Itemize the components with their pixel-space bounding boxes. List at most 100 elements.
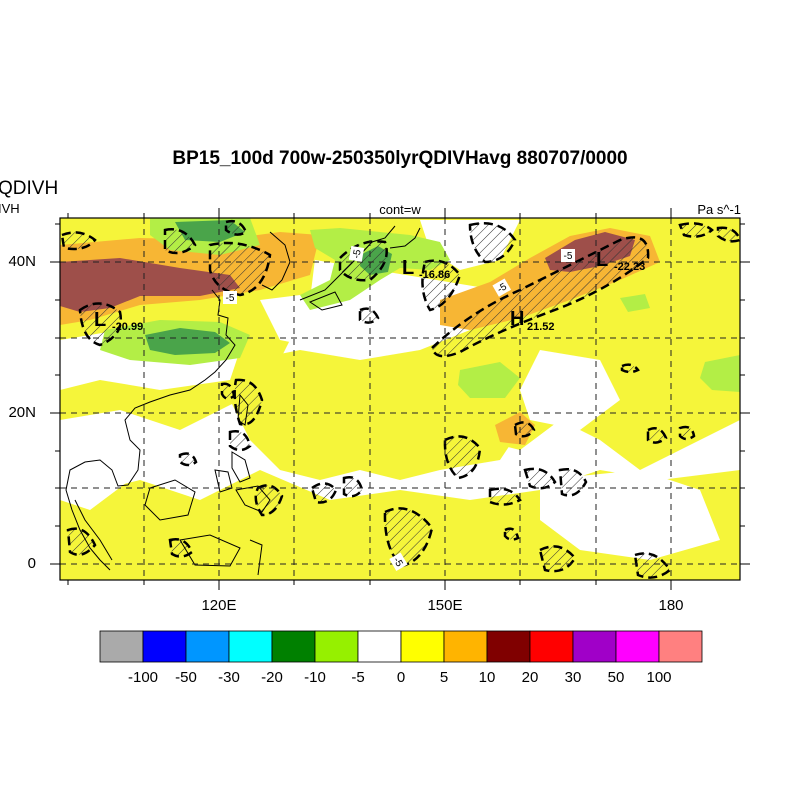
coastline — [144, 479, 196, 521]
colorbar-label: 5 — [439, 669, 449, 686]
white-gap — [60, 430, 130, 510]
high-value: 21.52 — [527, 321, 555, 333]
contour-label: -5 — [564, 251, 573, 262]
contour-region — [224, 219, 248, 236]
white-gap — [540, 470, 720, 560]
colorbar-label: 30 — [564, 669, 582, 686]
colorbar-swatch — [142, 630, 187, 663]
contour-region — [503, 527, 520, 541]
coastline — [65, 289, 236, 571]
contour-region — [228, 430, 252, 452]
colorbar-swatch — [486, 630, 531, 663]
green-region — [620, 294, 650, 312]
colorbar-swatch — [615, 630, 660, 663]
contour-region — [254, 484, 284, 517]
contour-label-group: -5 -5 -5 -5 -5 -5 — [223, 245, 575, 572]
lat-label: 40N — [8, 253, 36, 270]
colorbar-label: -100 — [127, 669, 159, 686]
negative-contours — [60, 219, 740, 579]
contour-region — [468, 222, 517, 264]
colorbar-label: 100 — [646, 669, 672, 686]
colorbar-label: -10 — [304, 669, 326, 686]
contour-region — [66, 527, 97, 557]
brown-region — [60, 258, 240, 312]
center-string: cont=w — [379, 202, 421, 217]
contour-region — [178, 452, 198, 467]
colorbar-swatch — [572, 630, 617, 663]
colorbar-swatch — [357, 630, 402, 663]
contour-region — [633, 552, 672, 579]
coastline — [74, 499, 113, 561]
contour-region — [383, 507, 434, 568]
plot-frame — [59, 217, 741, 581]
colorbar — [99, 630, 703, 663]
green-region — [458, 362, 520, 398]
contour-region — [678, 222, 714, 238]
colorbar-label: -50 — [175, 669, 197, 686]
contour-region — [208, 241, 272, 297]
coastline — [237, 393, 249, 426]
plot-title: BP15_100d 700w-250350lyrQDIVHavg 880707/… — [172, 148, 628, 169]
shaded-field — [60, 218, 740, 580]
contour-region — [443, 435, 482, 480]
coastline — [235, 485, 271, 513]
contour-region — [168, 538, 194, 558]
colorbar-label: 50 — [607, 669, 625, 686]
white-gap — [520, 350, 620, 430]
contour-region — [620, 363, 640, 374]
colorbar-swatch — [228, 630, 273, 663]
contour-region — [716, 226, 740, 243]
contour-region — [342, 476, 364, 498]
low-value: -16.86 — [419, 269, 450, 281]
lon-label: 120E — [201, 597, 237, 614]
high-marker: H — [510, 308, 524, 330]
left-string: QDIVH — [0, 178, 59, 199]
contour-region — [421, 259, 462, 312]
low-marker: L — [94, 309, 106, 331]
contour-region — [646, 427, 668, 444]
coastline — [231, 451, 251, 483]
lat-label: 20N — [8, 404, 36, 421]
contour-label: -5 — [226, 293, 235, 304]
coastline — [389, 227, 421, 249]
colorbar-label: 10 — [478, 669, 496, 686]
axis-ticks — [50, 208, 750, 590]
contour-region — [163, 228, 197, 255]
colorbar-label: -20 — [261, 669, 283, 686]
colorbar-label: 20 — [521, 669, 539, 686]
colorbar-swatch — [658, 630, 703, 663]
colorbar-swatch — [271, 630, 316, 663]
colorbar-swatch — [185, 630, 230, 663]
contour-region — [220, 382, 236, 400]
colorbar-swatch — [400, 630, 445, 663]
yellow-region — [580, 320, 740, 420]
low-value: -20.99 — [112, 321, 143, 333]
coastline — [214, 469, 233, 493]
contour-region — [430, 236, 650, 358]
contour-region — [558, 468, 588, 497]
green-region — [145, 328, 230, 355]
extrema-group: L -20.99 L -16.86 L -22.23 H 21.52 — [94, 249, 645, 333]
coastline — [249, 539, 263, 576]
low-marker: L — [402, 257, 414, 279]
coastline — [308, 291, 343, 311]
green-region — [700, 355, 740, 392]
contour-label: -5 — [351, 248, 363, 259]
low-marker: L — [596, 249, 608, 271]
contour-region — [523, 467, 557, 490]
coastline — [261, 231, 291, 291]
contour-region — [538, 545, 577, 573]
colorbar-label: 0 — [396, 669, 406, 686]
contour-region — [78, 302, 123, 347]
colorbar-swatch — [99, 630, 144, 663]
low-value: -22.23 — [614, 261, 645, 273]
colorbar-swatch — [529, 630, 574, 663]
left-substring: IVH — [0, 201, 20, 216]
colorbar-label: -30 — [218, 669, 240, 686]
coastline — [179, 534, 241, 567]
colorbar-swatch — [443, 630, 488, 663]
white-gap — [260, 290, 440, 350]
contour-region — [488, 487, 522, 506]
lat-label: 0 — [27, 555, 36, 572]
colorbar-swatch — [314, 630, 359, 663]
